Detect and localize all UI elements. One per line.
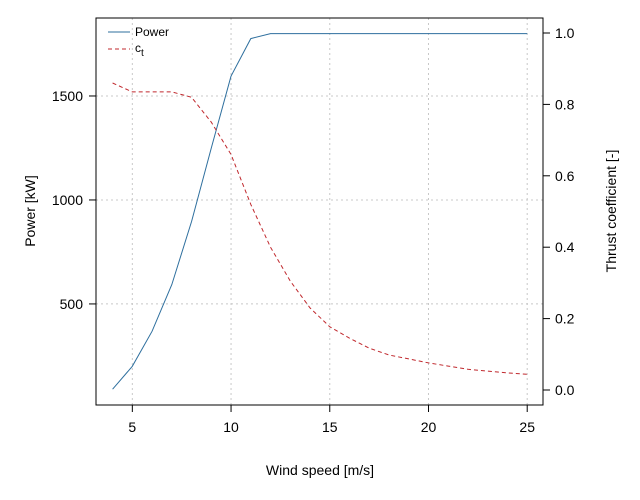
y2-tick-label: 0.4 xyxy=(555,239,575,255)
legend-ct-label: ct xyxy=(135,41,144,59)
x-tick-label: 25 xyxy=(519,419,535,435)
y-axis-label: Power [kW] xyxy=(22,175,38,247)
ct-line xyxy=(112,82,528,375)
x-tick-label: 5 xyxy=(128,419,136,435)
y2-tick-label: 0.6 xyxy=(555,168,575,184)
legend: Power ct xyxy=(108,25,169,59)
y2-axis-label: Thrust coefficient [-] xyxy=(603,150,619,273)
legend-ct-subscript: t xyxy=(141,48,144,59)
power-line xyxy=(112,33,528,390)
y2-tick-label: 0.8 xyxy=(555,96,575,112)
y2-tick-label: 1.0 xyxy=(555,25,575,41)
plot-frame xyxy=(95,17,544,406)
y-tick-label: 1500 xyxy=(52,88,83,104)
y-tick-label: 500 xyxy=(60,296,84,312)
legend-power-label: Power xyxy=(135,25,169,39)
axes: 5 10 15 20 25 500 1000 1500 0.0 0.2 0.4 0.6 0.8 1.0 xyxy=(52,25,575,435)
x-tick-label: 20 xyxy=(421,419,437,435)
series-layer xyxy=(112,33,528,390)
x-tick-label: 10 xyxy=(223,419,239,435)
x-axis-label: Wind speed [m/s] xyxy=(266,462,374,478)
y-tick-label: 1000 xyxy=(52,192,83,208)
x-tick-label: 15 xyxy=(322,419,338,435)
y2-tick-label: 0.0 xyxy=(555,382,575,398)
legend-ct-base: c xyxy=(135,41,141,55)
grid xyxy=(96,18,543,405)
y2-tick-label: 0.2 xyxy=(555,311,575,327)
